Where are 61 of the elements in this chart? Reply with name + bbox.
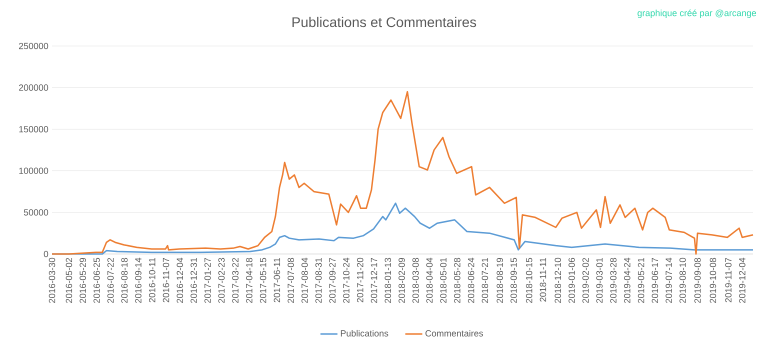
x-tick-label: 2017-02-23 (218, 258, 225, 303)
chart-title: Publications et Commentaires (292, 16, 476, 28)
x-tick-label: 2019-03-28 (610, 258, 617, 303)
x-tick-label: 2017-05-15 (260, 258, 266, 303)
x-tick-label: 2018-05-01 (440, 258, 447, 303)
x-tick-label: 2017-12-17 (370, 258, 378, 303)
x-tick-label: 2017-07-08 (288, 258, 294, 303)
legend-label: Commentaires (425, 330, 483, 337)
x-tick-label: 2016-03-30 (48, 258, 56, 303)
x-tick-label: 2019-06-17 (652, 258, 658, 303)
x-tick-label: 2016-09-14 (135, 258, 142, 303)
x-tick-label: 2018-10-15 (526, 258, 532, 303)
y-tick-label: 0 (44, 250, 48, 258)
x-tick-label: 2016-05-02 (66, 258, 72, 303)
y-tick-label: 50000 (24, 209, 48, 216)
x-tick-label: 2019-07-14 (666, 258, 672, 303)
x-tick-label: 2018-11-11 (540, 258, 546, 302)
x-tick-label: 2019-05-21 (638, 258, 644, 303)
x-tick-label: 2017-03-22 (232, 258, 239, 303)
x-tick-label: 2017-04-18 (246, 258, 252, 303)
x-tick-label: 2017-06-11 (274, 258, 280, 302)
x-tick-label: 2018-08-19 (496, 258, 504, 303)
line-series (51, 91, 754, 255)
x-tick-label: 2017-11-20 (356, 258, 364, 302)
x-tick-label: 2016-11-07 (162, 258, 170, 302)
x-tick-label: 2017-09-27 (329, 258, 336, 303)
x-tick-label: 2016-07-22 (107, 258, 114, 303)
x-tick-label: 2018-05-28 (454, 258, 460, 303)
x-tick-label: 2016-08-18 (121, 258, 128, 303)
x-tick-label: 2019-03-01 (596, 258, 603, 303)
x-tick-label: 2016-06-25 (94, 258, 100, 303)
text: graphique créé par @arcange (638, 10, 756, 18)
y-tick-label: 200000 (19, 84, 48, 91)
y-tick-label: 250000 (19, 42, 48, 50)
legend-label: Publications (340, 330, 388, 337)
x-tick-label: 2017-08-31 (315, 258, 322, 303)
x-tick-label: 2018-03-08 (412, 258, 419, 303)
x-tick-label: 2018-12-10 (554, 258, 562, 303)
x-tick-label: 2019-12-04 (739, 258, 746, 303)
x-tick-label: 2019-02-02 (582, 258, 589, 303)
x-tick-label: 2017-01-27 (204, 258, 211, 303)
y-tick-label: 100000 (19, 168, 48, 174)
x-tick-label: 2016-10-11 (148, 258, 156, 302)
x-tick-label: 2019-09-08 (694, 258, 701, 303)
x-tick-label: 2018-06-24 (468, 258, 474, 303)
x-tick-label: 2019-11-07 (725, 258, 732, 302)
x-tick-label: 2016-12-31 (190, 258, 197, 303)
x-tick-label: 2019-01-06 (568, 258, 575, 303)
x-tick-label: 2019-04-24 (624, 258, 630, 303)
x-tick-label: 2016-12-04 (176, 258, 184, 303)
x-tick-label: 2018-04-04 (426, 258, 433, 303)
y-tick-label: 150000 (19, 126, 48, 132)
x-tick-label: 2019-10-08 (710, 258, 716, 303)
x-tick-label: 2016-05-29 (80, 258, 86, 303)
x-tick-label: 2018-09-15 (510, 258, 517, 303)
x-tick-label: 2019-08-10 (679, 258, 686, 303)
x-tick-label: 2018-02-09 (398, 258, 405, 303)
x-tick-label: 2017-08-04 (301, 258, 308, 303)
x-tick-label: 2017-10-24 (343, 258, 350, 303)
x-tick-label: 2018-07-21 (482, 258, 488, 303)
x-tick-label: 2018-01-13 (384, 258, 392, 303)
